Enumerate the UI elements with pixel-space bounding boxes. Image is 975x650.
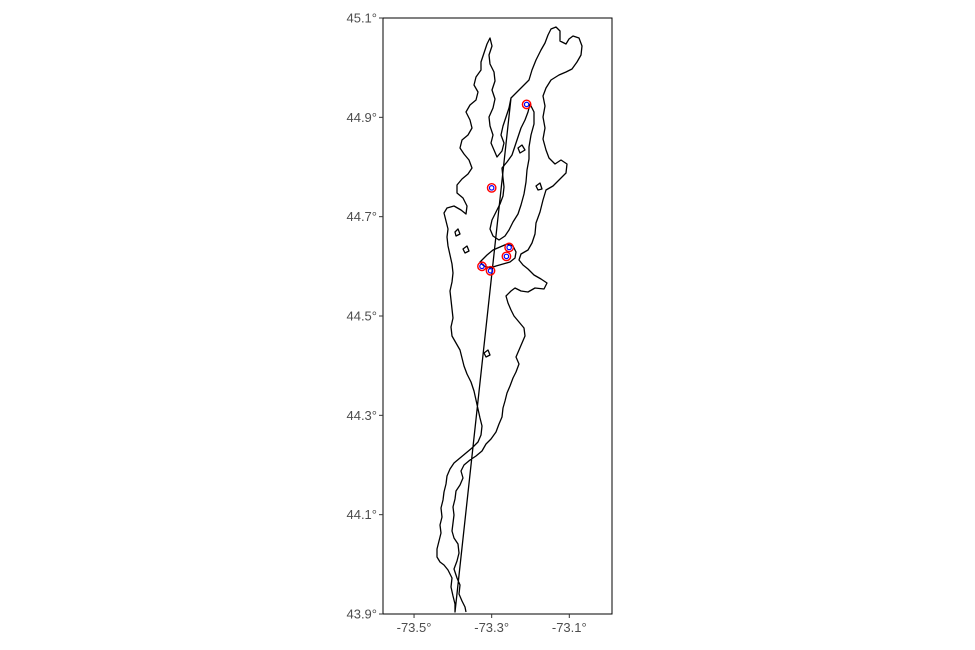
main-lake-shoreline — [436, 26, 583, 613]
y-tick-label: 45.1° — [346, 11, 377, 26]
y-tick-label: 44.3° — [346, 408, 377, 423]
y-tick-label: 44.7° — [346, 209, 377, 224]
y-tick-label: 44.9° — [346, 110, 377, 125]
small-island-north — [517, 144, 526, 154]
y-tick-label: 43.9° — [346, 607, 377, 622]
site-marker — [486, 182, 497, 193]
site-marker-dot — [488, 185, 495, 191]
axes: 45.1° 44.9° 44.7° 44.5° 44.3° 44.1° 43.9° -73.5… — [346, 11, 586, 636]
site-marker-ring — [486, 182, 497, 193]
site-marker-dot — [503, 253, 510, 260]
site-marker — [504, 242, 515, 253]
x-tick-label: -73.3° — [474, 620, 509, 635]
grand-isle-island — [489, 103, 535, 241]
site-marker — [521, 99, 532, 110]
y-tick-label: 44.1° — [346, 507, 377, 522]
y-tick-label: 44.5° — [346, 309, 377, 324]
site-marker — [485, 265, 496, 276]
mallets-bay-shore — [479, 243, 517, 269]
small-island-west — [454, 228, 461, 237]
site-marker-ring — [485, 265, 496, 276]
small-island-mid — [462, 245, 470, 254]
site-marker-dot — [506, 244, 512, 251]
x-tick-label: -73.5° — [397, 620, 432, 635]
site-marker-dot — [479, 263, 485, 270]
sampling-sites — [477, 99, 532, 276]
small-island-south — [483, 349, 491, 358]
site-marker-ring — [504, 242, 515, 253]
site-marker-dot — [523, 101, 530, 108]
lake-champlain-outline — [436, 26, 583, 613]
small-island-east — [535, 182, 543, 191]
x-tick-label: -73.1° — [552, 620, 587, 635]
site-marker — [477, 261, 487, 272]
site-marker-ring — [477, 261, 487, 272]
site-marker-ring — [521, 99, 532, 110]
site-marker-ring — [501, 251, 512, 262]
site-marker — [501, 251, 512, 262]
site-marker-dot — [487, 268, 494, 274]
